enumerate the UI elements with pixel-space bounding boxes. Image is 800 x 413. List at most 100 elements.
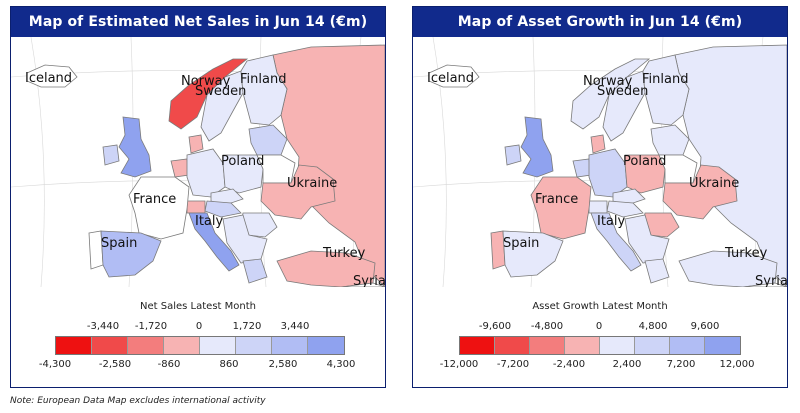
region-czech [612, 188, 646, 206]
legend-swatch [128, 337, 164, 354]
legend-swatch [495, 337, 530, 354]
region-swiss [186, 200, 206, 214]
region-czech [210, 188, 244, 206]
region-balkans [222, 214, 268, 264]
region-germany [186, 148, 226, 198]
legend-swatch [705, 337, 740, 354]
label-ukraine: Ukraine [287, 176, 338, 191]
legend-bottom-ticks: -4,300 -2,580 -860 860 2,580 4,300 [11, 359, 385, 373]
region-spain [502, 230, 564, 278]
panel-title: Map of Asset Growth in Jun 14 (€m) [413, 7, 787, 37]
legend-tick: -9,600 [478, 321, 512, 332]
region-finland [240, 54, 288, 126]
legend-swatch [92, 337, 128, 354]
color-legend: Asset Growth Latest Month -9,600 -4,800 … [413, 297, 787, 382]
label-sweden: Sweden [597, 84, 649, 99]
region-germany [588, 148, 628, 198]
region-benelux [572, 158, 592, 178]
label-finland: Finland [642, 72, 689, 87]
legend-tick: -4,300 [38, 359, 72, 370]
region-denmark [188, 134, 204, 154]
legend-tick: -7,200 [496, 359, 530, 370]
legend-tick: 0 [595, 321, 603, 332]
legend-title: Net Sales Latest Month [140, 301, 256, 312]
legend-tick: 2,580 [268, 359, 298, 370]
label-italy: Italy [195, 214, 224, 229]
label-poland: Poland [221, 154, 265, 169]
legend-swatch [236, 337, 272, 354]
legend-tick: 0 [195, 321, 203, 332]
region-ukraine [260, 164, 336, 220]
region-greece [242, 258, 268, 284]
legend-bottom-ticks: -12,000 -7,200 -2,400 2,400 7,200 12,000 [413, 359, 787, 373]
legend-color-scale [55, 336, 345, 355]
legend-tick: 4,300 [326, 359, 356, 370]
label-spain: Spain [101, 236, 138, 251]
panel-title: Map of Estimated Net Sales in Jun 14 (€m… [11, 7, 385, 37]
footnote: Note: European Data Map excludes interna… [10, 396, 266, 406]
legend-swatch [670, 337, 705, 354]
label-france: France [535, 192, 579, 207]
legend-swatch [164, 337, 200, 354]
legend-tick: 1,720 [232, 321, 262, 332]
label-syria: Syria [353, 274, 385, 288]
region-baltics [248, 124, 288, 156]
europe-map [413, 37, 787, 287]
legend-swatch [308, 337, 344, 354]
legend-swatch [635, 337, 670, 354]
region-greece [644, 258, 670, 284]
legend-swatch [200, 337, 236, 354]
legend-swatch [565, 337, 600, 354]
legend-tick: 3,440 [280, 321, 310, 332]
europe-map [11, 37, 385, 287]
legend-swatch [530, 337, 565, 354]
color-legend: Net Sales Latest Month -3,440 -1,720 0 1… [11, 297, 385, 382]
region-swiss [588, 200, 608, 214]
legend-tick: 7,200 [666, 359, 696, 370]
label-iceland: Iceland [25, 71, 73, 86]
region-finland [642, 54, 690, 126]
label-norway: Norway [181, 74, 231, 89]
map-area: Iceland Norway Finland Sweden Poland Ukr… [11, 37, 385, 287]
label-turkey: Turkey [323, 246, 366, 261]
legend-tick: -12,000 [439, 359, 479, 370]
legend-tick: -3,440 [86, 321, 120, 332]
region-syria [742, 282, 787, 287]
region-uk [520, 116, 554, 178]
region-italy [590, 212, 642, 272]
region-ukraine [662, 164, 738, 220]
label-italy: Italy [597, 214, 626, 229]
legend-tick: 860 [219, 359, 239, 370]
legend-tick: -4,800 [530, 321, 564, 332]
legend-top-ticks: -9,600 -4,800 0 4,800 9,600 [413, 321, 787, 335]
legend-tick: -860 [157, 359, 181, 370]
legend-title: Asset Growth Latest Month [532, 301, 668, 312]
region-syria [340, 282, 385, 287]
legend-swatch [56, 337, 92, 354]
legend-swatch [460, 337, 495, 354]
region-italy [188, 212, 240, 272]
region-spain [100, 230, 162, 278]
legend-swatch [600, 337, 635, 354]
region-denmark [590, 134, 606, 154]
legend-tick: 12,000 [719, 359, 755, 370]
label-turkey: Turkey [725, 246, 768, 261]
region-iceland [26, 64, 78, 88]
region-iceland [428, 64, 480, 88]
label-spain: Spain [503, 236, 540, 251]
legend-tick: 9,600 [690, 321, 720, 332]
label-sweden: Sweden [195, 84, 247, 99]
label-norway: Norway [583, 74, 633, 89]
label-syria: Syria [755, 274, 787, 288]
legend-swatch [272, 337, 308, 354]
legend-tick: 2,400 [612, 359, 642, 370]
label-france: France [133, 192, 177, 207]
asset-growth-map-panel: Map of Asset Growth in Jun 14 (€m) [412, 6, 788, 388]
region-france [128, 176, 190, 240]
map-area: Iceland Norway Finland Sweden Poland Ukr… [413, 37, 787, 287]
region-ireland [504, 144, 522, 166]
region-balkans [624, 214, 670, 264]
label-iceland: Iceland [427, 71, 475, 86]
net-sales-map-panel: Map of Estimated Net Sales in Jun 14 (€m… [10, 6, 386, 388]
legend-color-scale [459, 336, 741, 355]
